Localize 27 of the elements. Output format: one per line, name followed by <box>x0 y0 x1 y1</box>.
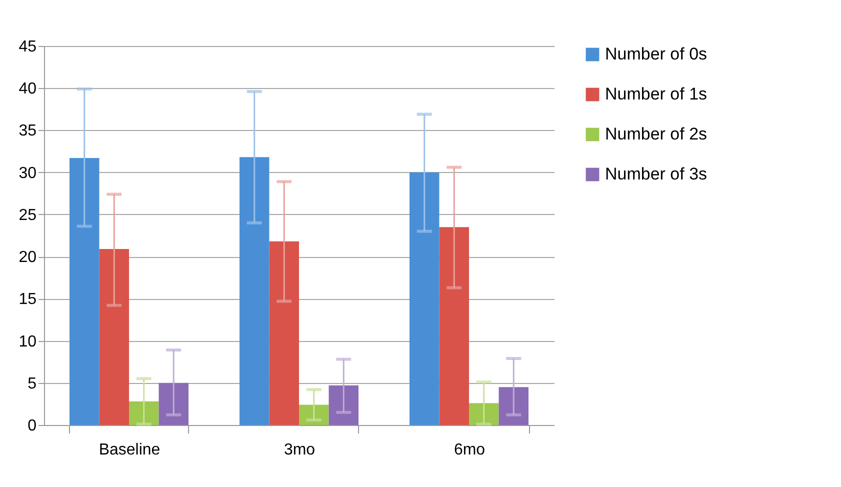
bar <box>269 241 299 425</box>
bar <box>439 227 469 425</box>
bar <box>158 382 188 425</box>
bar <box>498 387 528 425</box>
y-tick-label: 15 <box>18 291 37 308</box>
bar <box>129 401 159 425</box>
y-tick-label: 0 <box>28 418 37 434</box>
y-tick-label: 25 <box>18 206 37 224</box>
y-tick-label: 5 <box>28 375 37 392</box>
x-tick-label: Baseline <box>98 442 160 458</box>
legend-label: Number of 2s <box>605 124 708 144</box>
bar <box>70 158 100 425</box>
bar <box>240 157 270 425</box>
legend-label: Number of 1s <box>605 84 708 104</box>
legend-label: Number of 3s <box>605 164 708 184</box>
bar <box>99 248 129 425</box>
x-tick-label: 6mo <box>454 442 486 458</box>
y-tick-label: 35 <box>18 122 37 140</box>
x-tick-label: 3mo <box>284 442 316 458</box>
y-tick-label: 40 <box>18 80 37 98</box>
y-tick-label: 10 <box>18 333 37 350</box>
legend-label: Number of 0s <box>605 44 708 64</box>
bar <box>328 385 358 425</box>
y-tick-label: 30 <box>18 164 37 182</box>
y-tick-label: 45 <box>18 38 37 56</box>
bar <box>410 172 440 425</box>
y-tick-label: 20 <box>18 249 37 266</box>
